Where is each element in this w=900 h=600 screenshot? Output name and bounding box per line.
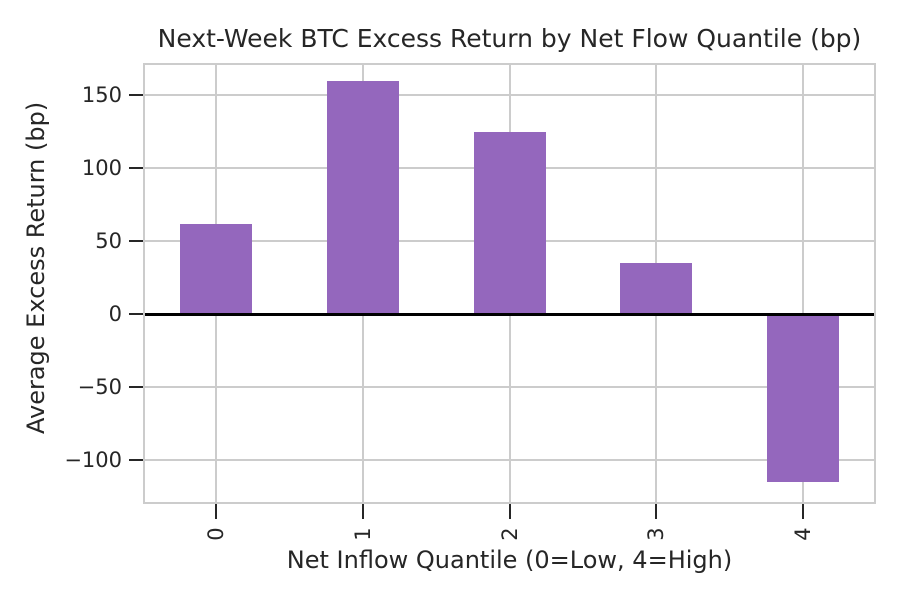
x-tick-label: 0	[204, 527, 229, 541]
y-tick-label: 100	[81, 156, 122, 181]
bar-q1	[326, 80, 399, 315]
y-axis-tick	[129, 240, 143, 243]
x-axis-tick	[508, 504, 511, 519]
bar-q0	[180, 223, 253, 315]
x-axis-tick	[215, 504, 218, 519]
zero-line	[143, 312, 876, 316]
y-axis-tick	[129, 167, 143, 170]
y-tick-label: 0	[108, 302, 122, 327]
x-axis-tick	[801, 504, 804, 519]
x-tick-label: 1	[350, 527, 375, 541]
y-tick-label: 50	[95, 229, 122, 254]
bar-q4	[766, 314, 839, 483]
x-tick-label: 3	[644, 527, 669, 541]
x-tick-label: 2	[497, 527, 522, 541]
x-gridline	[801, 63, 804, 504]
y-axis-tick	[129, 94, 143, 97]
x-tick-label: 4	[790, 527, 815, 541]
x-axis-label: Net Inflow Quantile (0=Low, 4=High)	[286, 546, 733, 574]
y-tick-label: −100	[64, 448, 122, 473]
y-axis-tick	[129, 386, 143, 389]
x-axis-tick	[655, 504, 658, 519]
y-axis-tick	[129, 459, 143, 462]
bar-q3	[620, 263, 693, 315]
y-tick-label: 150	[81, 83, 122, 108]
x-axis-tick	[361, 504, 364, 519]
y-axis-tick	[129, 313, 143, 316]
chart-title: Next-Week BTC Excess Return by Net Flow …	[157, 24, 862, 53]
bar-q2	[473, 131, 546, 315]
y-tick-label: −50	[77, 375, 122, 400]
plot-area	[143, 63, 876, 504]
